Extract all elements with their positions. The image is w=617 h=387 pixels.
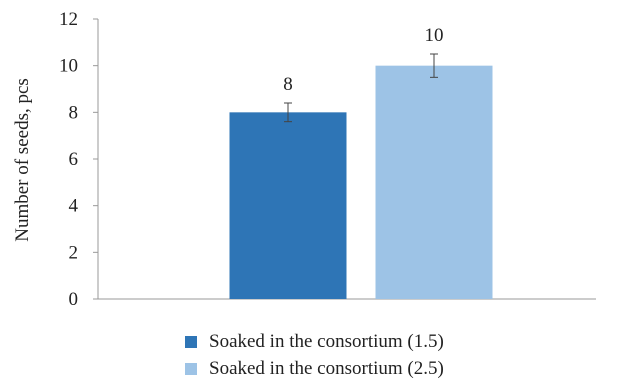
y-tick-label: 10 <box>59 56 78 77</box>
legend-label-1-5: Soaked in the consortium (1.5) <box>209 330 444 352</box>
legend-swatch-2-5 <box>185 362 197 375</box>
y-tick-label: 12 <box>59 9 78 30</box>
data-label-1: 8 <box>283 74 293 95</box>
y-tick-label: 8 <box>69 102 79 123</box>
bar-1 <box>229 112 347 299</box>
y-axis-title: Number of seeds, pcs <box>12 78 33 242</box>
legend-swatch-1-5 <box>185 335 197 348</box>
legend: Soaked in the consortium (1.5) Soaked in… <box>185 328 444 382</box>
legend-item-2-5: Soaked in the consortium (2.5) <box>185 355 444 382</box>
bar-2 <box>375 65 493 300</box>
bars: 8 10 <box>229 25 493 300</box>
bar-chart: Number of seeds, pcs 0 2 4 6 8 10 12 8 10 <box>12 9 596 310</box>
y-tick-label: 2 <box>69 242 79 263</box>
data-label-2: 10 <box>425 25 444 46</box>
y-tick-label: 6 <box>69 149 79 170</box>
legend-item-1-5: Soaked in the consortium (1.5) <box>185 328 444 355</box>
y-tick-label: 0 <box>69 289 79 310</box>
legend-label-2-5: Soaked in the consortium (2.5) <box>209 357 444 379</box>
y-axis-ticks: 0 2 4 6 8 10 12 <box>59 9 98 310</box>
y-tick-label: 4 <box>69 196 79 217</box>
